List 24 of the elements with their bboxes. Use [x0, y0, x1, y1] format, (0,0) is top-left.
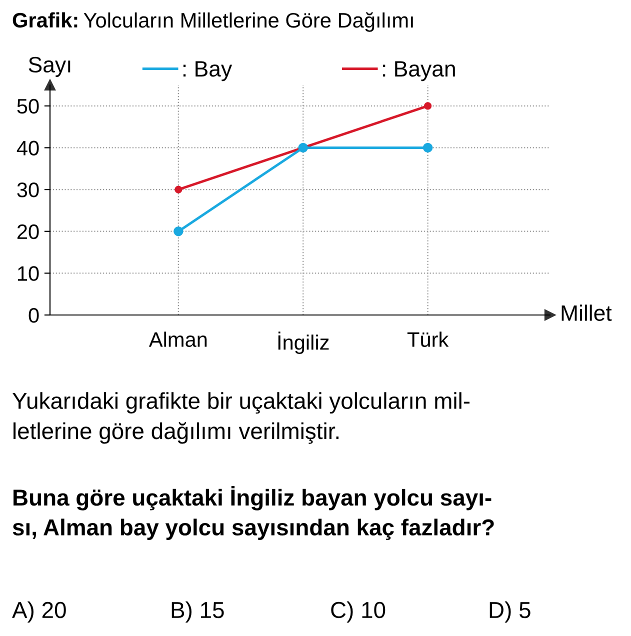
y-tick-label: 20: [17, 224, 39, 240]
text: A) 20: [12, 601, 66, 623]
text: Yukarıdaki grafikte bir uçaktaki yolcuların mil- letlerine göre dağılımı verilmiştir.: [12, 392, 470, 444]
text: B) 15: [172, 601, 224, 623]
text: Buna göre uçaktaki İngiliz bayan yolcu sayı- sı, Alman bay yolcu sayısından kaç fazladır?: [12, 486, 494, 540]
x-tick-label: Türk: [407, 332, 449, 347]
y-tick-label: 50: [17, 98, 39, 114]
y-tick-label: 10: [18, 266, 39, 281]
y-axis-title: Sayı: [28, 56, 70, 77]
legend-label: : Bay: [183, 61, 232, 82]
point: [174, 186, 182, 194]
point: [424, 102, 432, 110]
point: [174, 226, 184, 236]
y-tick-label: 30: [17, 182, 39, 198]
text: D) 5: [490, 601, 530, 623]
y-tick-label: 40: [16, 140, 39, 156]
point: [422, 142, 433, 153]
y-tick-label: 0: [28, 308, 39, 323]
x-axis-title: Millet: [562, 304, 612, 321]
chart-title: Grafik: Yolcuların Milletlerine Göre Dağılımı: [12, 12, 413, 32]
legend-label: : Bayan: [383, 61, 455, 82]
text: C) 10: [331, 601, 386, 623]
x-tick-label: İngiliz: [278, 332, 329, 354]
x-tick-label: Alman: [148, 332, 207, 347]
